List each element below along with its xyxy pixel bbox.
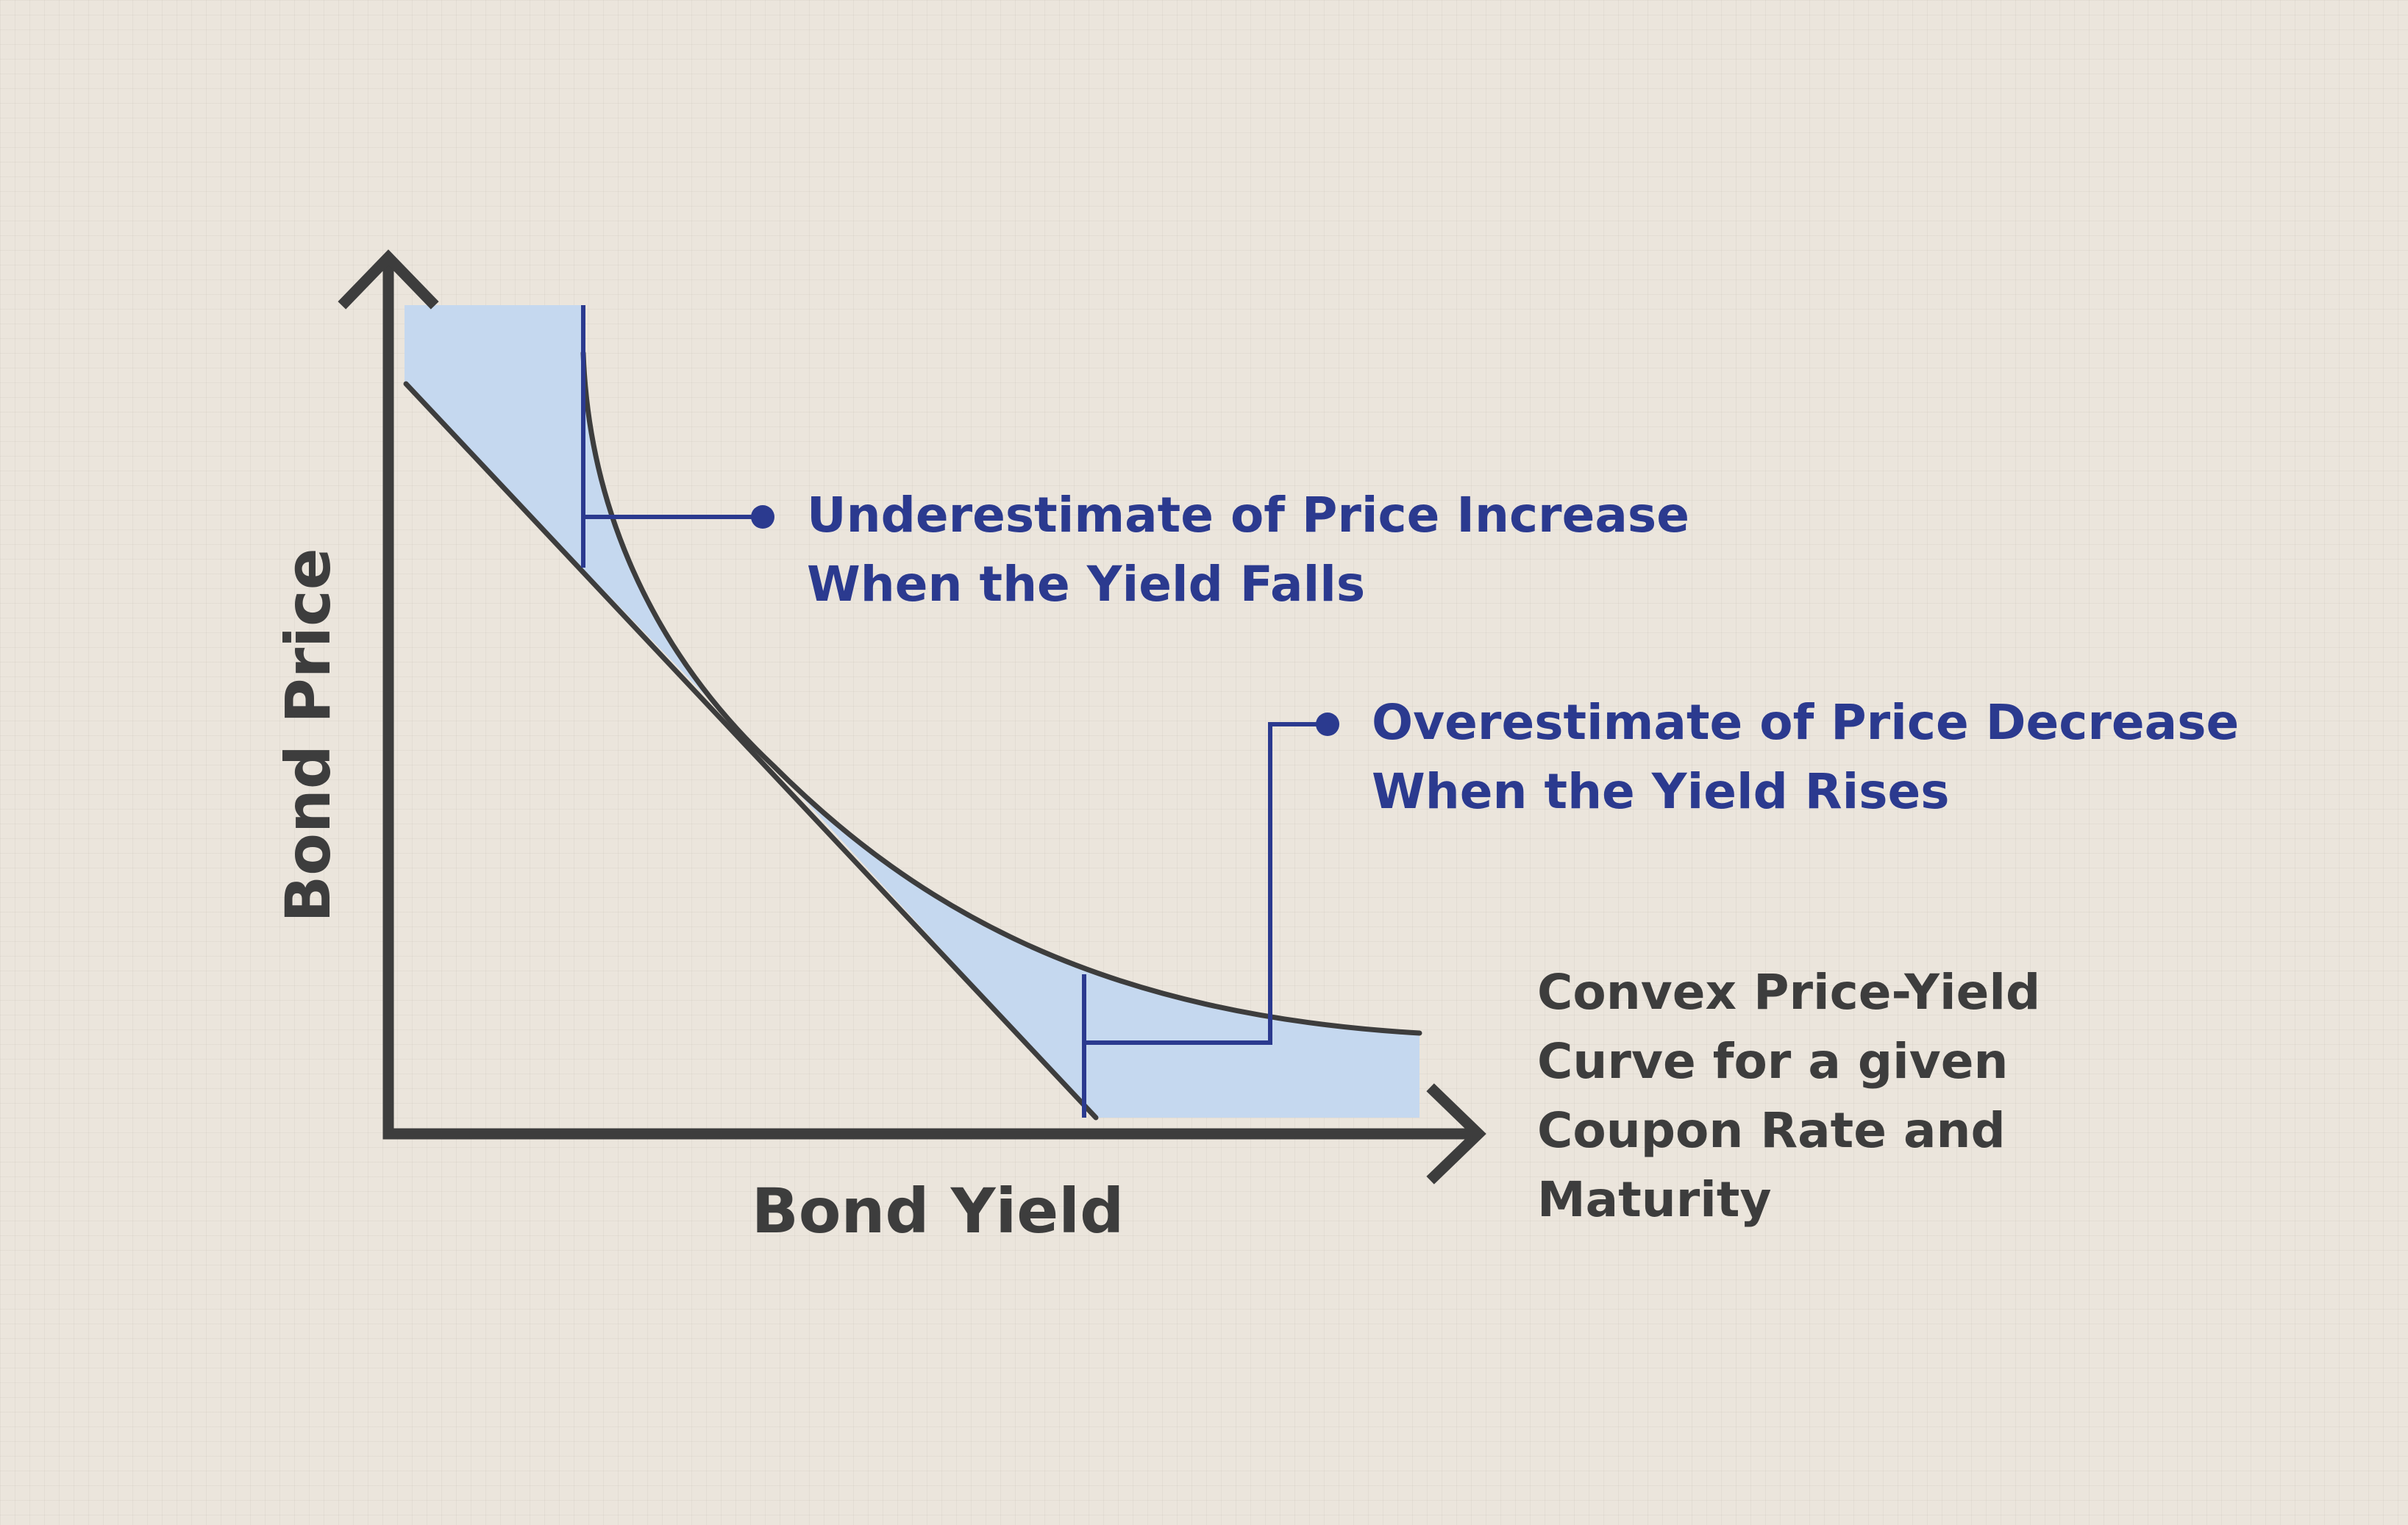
x-axis-title: Bond Yield bbox=[752, 1175, 1124, 1247]
callout-dot-bottom bbox=[1316, 712, 1339, 736]
callout-connector-bottom bbox=[1084, 722, 1326, 1045]
callout-underestimate-line2: When the Yield Falls bbox=[807, 556, 1365, 612]
y-axis-arrowhead bbox=[338, 249, 439, 310]
callout-overestimate-line2: When the Yield Rises bbox=[1372, 763, 1950, 820]
curve-label-line4: Maturity bbox=[1537, 1171, 1772, 1228]
curve-label-line2: Curve for a given bbox=[1537, 1033, 2008, 1090]
x-axis-arrowhead bbox=[1426, 1083, 1486, 1185]
price-yield-curve bbox=[580, 350, 1422, 1036]
callout-underestimate-line1: Underestimate of Price Increase bbox=[807, 487, 1689, 543]
shaded-region-left bbox=[405, 305, 772, 765]
callout-dot-top bbox=[751, 505, 774, 529]
axes-line bbox=[382, 265, 1471, 1140]
callout-overestimate-line1: Overestimate of Price Decrease bbox=[1372, 694, 2239, 751]
curve-label-line1: Convex Price-Yield bbox=[1537, 964, 2040, 1021]
shaded-region-right bbox=[772, 765, 1419, 1118]
y-axis-title: Bond Price bbox=[272, 548, 344, 922]
tangent-line bbox=[403, 381, 1099, 1121]
curve-label-line3: Coupon Rate and bbox=[1537, 1102, 2006, 1159]
